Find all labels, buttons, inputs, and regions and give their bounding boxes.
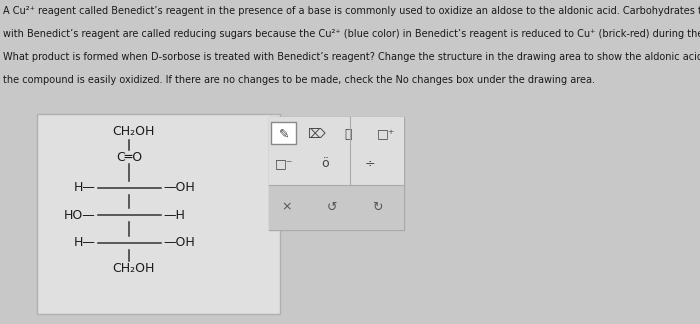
Text: the compound is easily oxidized. If there are no changes to be made, check the N: the compound is easily oxidized. If ther… <box>3 75 595 85</box>
Text: A Cu²⁺ reagent called Benedict’s reagent in the presence of a base is commonly u: A Cu²⁺ reagent called Benedict’s reagent… <box>3 6 700 16</box>
Text: —H: —H <box>163 209 185 222</box>
Text: ✋: ✋ <box>344 128 351 141</box>
Bar <box>269 117 404 185</box>
Text: ×: × <box>281 201 292 214</box>
Text: —OH: —OH <box>163 181 195 194</box>
Text: ↻: ↻ <box>372 201 382 214</box>
Text: ö: ö <box>321 157 329 170</box>
Text: CH₂OH: CH₂OH <box>113 262 155 275</box>
Bar <box>269 117 404 230</box>
Text: H—: H— <box>74 236 95 249</box>
Text: with Benedict’s reagent are called reducing sugars because the Cu²⁺ (blue color): with Benedict’s reagent are called reduc… <box>3 29 700 39</box>
Bar <box>36 114 280 314</box>
Text: ⌦: ⌦ <box>307 128 325 141</box>
Text: ↺: ↺ <box>327 201 337 214</box>
Text: ✎: ✎ <box>279 128 289 141</box>
Text: HO—: HO— <box>64 209 95 222</box>
Text: CH₂OH: CH₂OH <box>113 125 155 138</box>
Text: H—: H— <box>74 181 95 194</box>
Text: □⁺: □⁺ <box>377 128 395 141</box>
Text: C═O: C═O <box>116 151 142 164</box>
Text: ÷: ÷ <box>365 157 375 170</box>
Bar <box>271 122 296 144</box>
Text: —OH: —OH <box>163 236 195 249</box>
Text: What product is formed when D-sorbose is treated with Benedict’s reagent? Change: What product is formed when D-sorbose is… <box>3 52 700 62</box>
Bar <box>269 185 404 230</box>
Text: □⁻: □⁻ <box>274 157 293 170</box>
